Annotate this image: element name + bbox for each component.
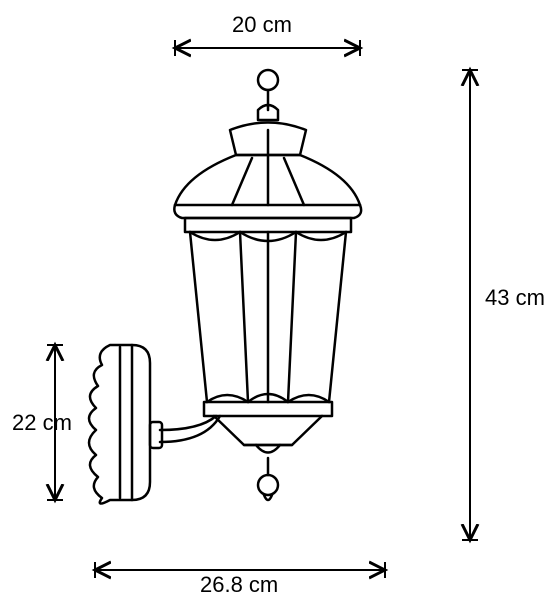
dim-left-label: 22 cm (12, 410, 72, 436)
dim-right-label: 43 cm (485, 285, 545, 311)
dim-top-label: 20 cm (232, 12, 292, 38)
lantern-outline (89, 70, 361, 504)
diagram-container: 20 cm 43 cm 22 cm 26.8 cm (0, 0, 545, 600)
dim-bottom-label: 26.8 cm (200, 572, 278, 598)
lantern-diagram (0, 0, 545, 600)
